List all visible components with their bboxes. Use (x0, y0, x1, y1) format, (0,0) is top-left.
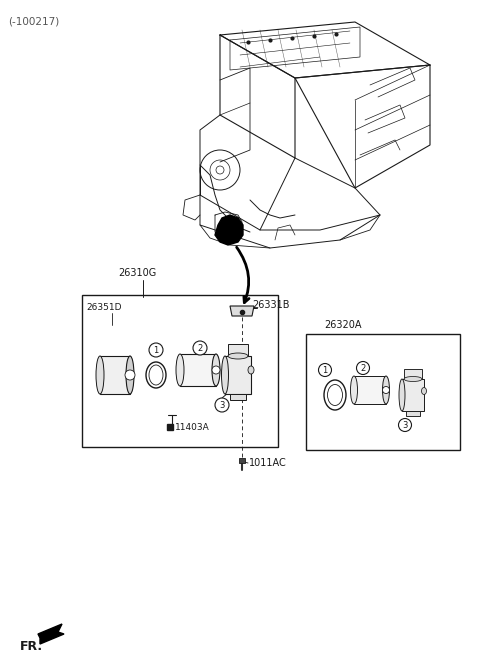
Ellipse shape (176, 354, 184, 386)
Text: 3: 3 (402, 420, 408, 430)
Bar (180, 354, 216, 386)
Text: 2: 2 (360, 363, 366, 373)
Bar (406, 411, 420, 416)
Circle shape (193, 341, 207, 355)
Circle shape (383, 387, 389, 393)
Circle shape (319, 363, 332, 377)
Circle shape (215, 398, 229, 412)
Bar (100, 356, 130, 394)
Circle shape (149, 343, 163, 357)
Ellipse shape (399, 379, 405, 411)
Text: 26351D: 26351D (86, 303, 121, 312)
Polygon shape (215, 215, 243, 245)
Polygon shape (230, 306, 254, 316)
Text: 3: 3 (219, 401, 225, 410)
Text: (-100217): (-100217) (8, 16, 59, 26)
Ellipse shape (126, 356, 134, 394)
Ellipse shape (212, 354, 220, 386)
Text: 1: 1 (323, 365, 328, 375)
Text: 2: 2 (197, 344, 203, 352)
Bar (402, 379, 424, 411)
Bar (228, 344, 248, 356)
Ellipse shape (383, 376, 389, 404)
Ellipse shape (228, 353, 248, 359)
Ellipse shape (350, 376, 358, 404)
Text: 1011AC: 1011AC (249, 458, 287, 468)
Bar (225, 356, 251, 394)
Ellipse shape (404, 377, 422, 381)
Ellipse shape (221, 356, 228, 394)
Bar (306, 334, 460, 450)
Text: 11403A: 11403A (175, 422, 210, 432)
Bar (230, 394, 246, 400)
Text: 26310G: 26310G (118, 268, 156, 278)
Text: 26331B: 26331B (252, 300, 289, 310)
Ellipse shape (421, 387, 427, 395)
Bar (239, 458, 245, 463)
Polygon shape (38, 624, 64, 644)
Text: 1: 1 (154, 346, 158, 354)
Bar (82, 295, 278, 447)
Text: FR.: FR. (20, 640, 43, 653)
Circle shape (212, 366, 220, 374)
Text: 26320A: 26320A (324, 320, 361, 330)
Circle shape (357, 361, 370, 375)
Bar (404, 369, 422, 379)
Circle shape (398, 418, 411, 432)
Ellipse shape (96, 356, 104, 394)
Ellipse shape (248, 366, 254, 374)
Circle shape (125, 370, 135, 380)
Bar (354, 376, 386, 404)
